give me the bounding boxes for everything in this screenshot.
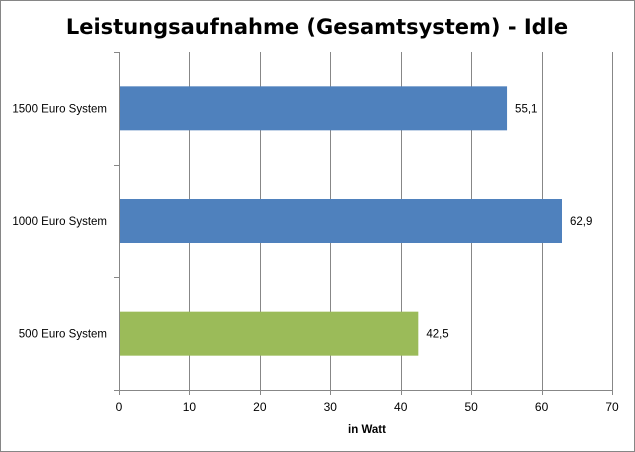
x-tick-label: 30	[324, 400, 338, 414]
data-label: 55,1	[515, 103, 537, 115]
x-tick-label: 20	[253, 400, 267, 414]
x-tick-label: 50	[464, 400, 478, 414]
chart-title: Leistungsaufnahme (Gesamtsystem) - Idle	[66, 15, 568, 39]
x-tick-label: 40	[394, 400, 408, 414]
x-axis-title: in Watt	[348, 424, 386, 436]
x-tick-label: 60	[535, 400, 549, 414]
category-label: 1500 Euro System	[12, 103, 107, 115]
axes: 0 10 20 30 40 50 60 70 1500 Euro System 1000 Euro…	[12, 52, 619, 414]
x-tick-label: 10	[183, 400, 197, 414]
category-label: 500 Euro System	[19, 329, 107, 341]
x-tick-label: 70	[605, 400, 619, 414]
data-label: 42,5	[426, 329, 448, 341]
bar	[120, 199, 562, 243]
category-label: 1000 Euro System	[12, 216, 107, 228]
bar	[120, 86, 508, 131]
bars: 55,1 62,9 42,5	[120, 86, 592, 356]
data-label: 62,9	[570, 216, 592, 228]
x-tick-label: 0	[116, 400, 123, 414]
bar	[120, 311, 419, 356]
